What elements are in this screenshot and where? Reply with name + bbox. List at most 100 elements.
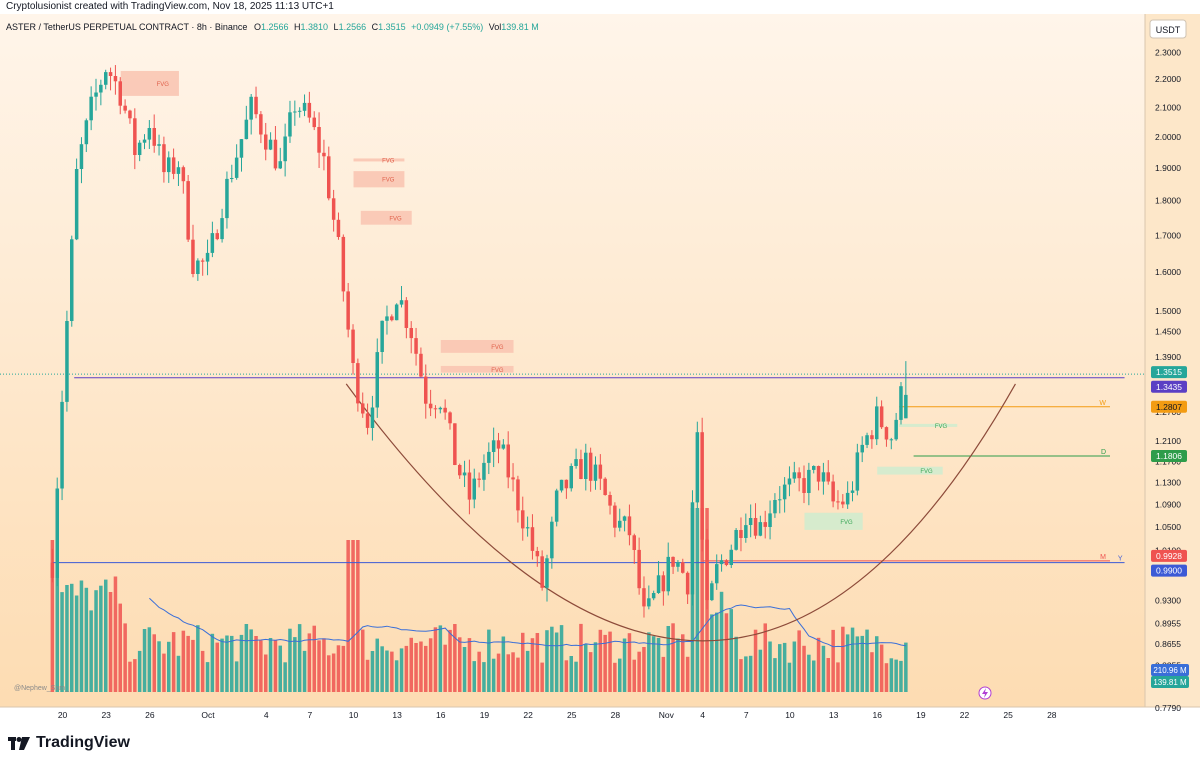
candle-body — [710, 583, 714, 601]
legend-high: 1.3810 — [301, 22, 329, 32]
volume-tag-label: 210.96 M — [1153, 666, 1187, 675]
volume-bar — [715, 612, 719, 692]
candle-body — [574, 459, 578, 466]
candle-body — [215, 233, 219, 240]
volume-bar — [123, 623, 127, 692]
volume-bar — [899, 660, 903, 692]
candle-body — [70, 239, 74, 321]
volume-bar — [264, 654, 268, 692]
level-text-W: W — [1099, 400, 1106, 407]
candle-body — [312, 117, 316, 128]
volume-bar — [370, 651, 375, 692]
chart-background — [0, 14, 1145, 707]
volume-bar — [884, 663, 889, 692]
legend-open: 1.2566 — [261, 22, 289, 32]
candle-body — [797, 472, 801, 479]
volume-bar — [865, 629, 869, 692]
candle-body — [142, 139, 147, 143]
volume-bar — [831, 629, 835, 692]
candle-body — [191, 239, 195, 274]
price-tags: 1.3515 1.3435 1.2807 1.1806 0.9928 0.9900 210.… — [1151, 366, 1189, 688]
candle-body — [331, 198, 336, 220]
volume-bar — [74, 595, 79, 692]
candles — [50, 65, 908, 618]
candle-body — [719, 560, 724, 565]
volume-bar — [365, 659, 370, 692]
candle-body — [104, 72, 108, 85]
volume-bar — [773, 658, 777, 692]
time-tick-label: 28 — [1047, 710, 1057, 720]
volume-bar — [651, 636, 656, 692]
candle-body — [239, 139, 244, 158]
volume-bar — [322, 638, 326, 692]
volume-bar — [462, 647, 467, 692]
candle-body — [850, 490, 855, 493]
candle-body — [283, 136, 287, 162]
chart[interactable]: FVG FVG FVG FVG FVG FVG FVG FVG FVG Y M W D 2.3000 2… — [0, 14, 1200, 722]
fvg-label: FVG — [935, 424, 948, 430]
candle-body — [511, 477, 515, 480]
time-tick-label: 13 — [392, 710, 402, 720]
time-tick-label: 28 — [611, 710, 621, 720]
volume-bar — [637, 651, 641, 692]
candle-body — [642, 588, 646, 607]
volume-bar — [152, 634, 156, 692]
candle-body — [302, 102, 307, 111]
volume-bar — [870, 652, 874, 692]
candle-body — [584, 452, 588, 479]
volume-bar — [196, 625, 200, 692]
candle-body — [554, 490, 559, 522]
level-text-Y: Y — [1118, 556, 1123, 563]
volume-bar — [181, 630, 186, 692]
candle-body — [695, 432, 700, 503]
candle-body — [99, 84, 103, 93]
volume-bar — [302, 650, 307, 692]
time-tick-label: 25 — [1003, 710, 1013, 720]
volume-bar — [346, 540, 350, 692]
price-tick-label: 2.0000 — [1155, 132, 1181, 142]
candle-body — [390, 316, 394, 321]
lightning-icon[interactable] — [978, 686, 992, 700]
volume-bar — [113, 576, 118, 692]
volume-bar — [768, 641, 772, 692]
time-tick-label: 16 — [872, 710, 882, 720]
volume-bar — [875, 636, 879, 692]
volume-bar — [812, 660, 816, 692]
candle-body — [259, 114, 263, 135]
legend-close: 1.3515 — [378, 22, 406, 32]
volume-bar — [545, 630, 549, 692]
candle-body — [666, 556, 670, 592]
time-tick-label: 23 — [101, 710, 111, 720]
volume-bar — [559, 625, 564, 692]
volume-bar — [530, 638, 535, 692]
candle-body — [855, 452, 860, 491]
candle-body — [113, 76, 118, 82]
volume-bar — [249, 629, 253, 692]
volume-bar — [521, 632, 525, 692]
tradingview-logo[interactable]: TradingView — [8, 734, 130, 752]
candle-body — [656, 575, 661, 593]
candle-body — [346, 291, 350, 330]
price-tick-label: 2.2000 — [1155, 74, 1181, 84]
currency-button[interactable]: USDT — [1149, 19, 1187, 39]
candle-body — [467, 472, 472, 500]
volume-bar — [104, 579, 108, 692]
candle-body — [288, 112, 292, 137]
watermark: @Nephew_Sam_ — [14, 685, 69, 692]
candle-body — [433, 408, 438, 410]
candle-body — [506, 444, 510, 478]
price-tick-label: 1.3900 — [1155, 352, 1181, 362]
price-tag-label: 0.9900 — [1156, 566, 1182, 576]
time-tick-label: 19 — [916, 710, 926, 720]
volume-bar — [535, 633, 540, 692]
price-tick-label: 0.8955 — [1155, 618, 1181, 628]
candle-body — [65, 321, 69, 402]
volume-bar — [409, 637, 413, 692]
volume-bar — [748, 655, 753, 692]
volume-bar — [288, 628, 292, 692]
candle-body — [414, 338, 418, 354]
volume-bar — [792, 641, 797, 692]
candle-body — [108, 72, 113, 76]
candle-body — [74, 169, 79, 240]
candle-body — [860, 444, 864, 453]
